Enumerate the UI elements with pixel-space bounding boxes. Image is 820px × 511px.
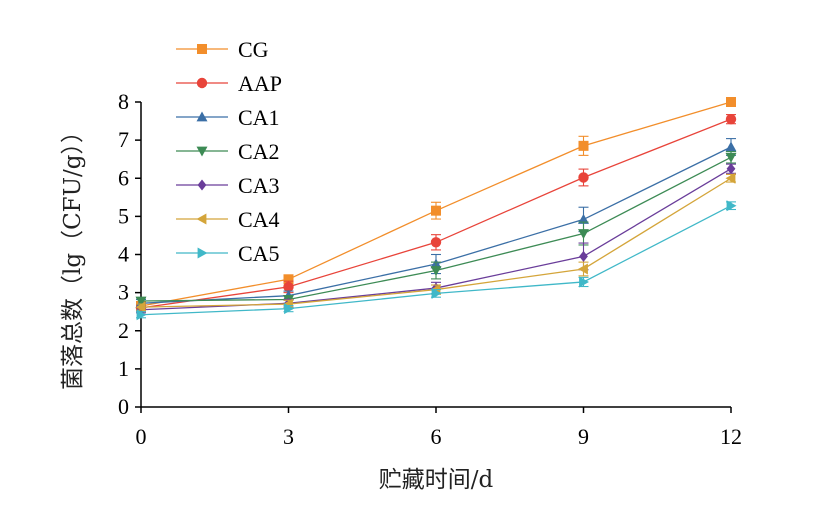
data-point [135,296,147,307]
legend-label: CA4 [238,207,280,232]
data-point [578,172,589,183]
series-line-ca2 [140,156,732,302]
y-tick-label: 3 [118,280,129,305]
y-tick-label: 5 [118,203,129,228]
x-tick-label: 3 [283,424,294,449]
data-point [725,152,737,163]
x-tick-label: 6 [431,424,442,449]
y-tick-label: 4 [118,242,129,267]
data-point [283,281,294,293]
legend-marker [197,179,207,191]
data-point [725,141,737,152]
data-point [431,287,442,299]
legend-label: CA2 [238,139,280,164]
data-point [578,213,589,224]
data-point [431,205,441,216]
legend-marker [196,111,208,122]
data-point [430,237,442,248]
data-point [726,200,737,212]
legend-marker [196,77,208,89]
series-line-ca1 [140,146,732,304]
series-ca4 [135,172,736,313]
legend-entry-ca4: CA4 [176,207,280,232]
legend-label: CA3 [238,173,280,198]
legend-entry-cg: CG [176,37,269,62]
data-point [430,266,442,277]
x-tick-label: 12 [720,424,742,449]
x-tick-label: 9 [578,424,589,449]
y-tick-label: 7 [118,127,129,152]
data-point [284,303,294,315]
legend: CG AAP CA1 CA2 CA3 CA4 CA5 [176,37,282,266]
data-point [283,274,294,285]
legend-marker [196,146,208,157]
x-tick-label: 0 [136,424,147,449]
legend-entry-ca3: CA3 [176,173,280,198]
data-point [135,301,146,313]
y-tick-label: 1 [118,356,129,381]
legend-label: AAP [238,71,282,96]
legend-entry-ca1: CA1 [176,105,280,130]
data-point [726,97,736,107]
legend-label: CA5 [238,241,280,266]
data-point [136,309,147,321]
series-ca5 [136,200,737,321]
legend-marker [197,44,207,54]
legend-label: CA1 [238,105,280,130]
y-tick-label: 2 [118,318,129,343]
data-point [579,276,589,288]
legend-entry-ca5: CA5 [176,241,280,266]
series-layer [135,97,737,321]
data-point [578,263,588,275]
y-tick-label: 8 [118,89,129,114]
legend-entry-aap: AAP [176,71,282,96]
x-axis-title: 贮藏时间/d [379,467,494,493]
legend-entry-ca2: CA2 [176,139,280,164]
data-point [578,140,589,151]
data-point [725,172,736,184]
data-point [578,229,589,240]
data-point [726,163,736,175]
legend-label: CG [238,37,269,62]
data-point [725,113,737,125]
legend-marker [196,213,207,225]
y-tick-label: 0 [118,394,129,419]
y-axis-title: 菌落总数（lg（CFU/g）） [60,120,86,390]
y-tick-label: 6 [118,165,129,190]
legend-marker [197,247,208,259]
data-point [579,250,588,262]
